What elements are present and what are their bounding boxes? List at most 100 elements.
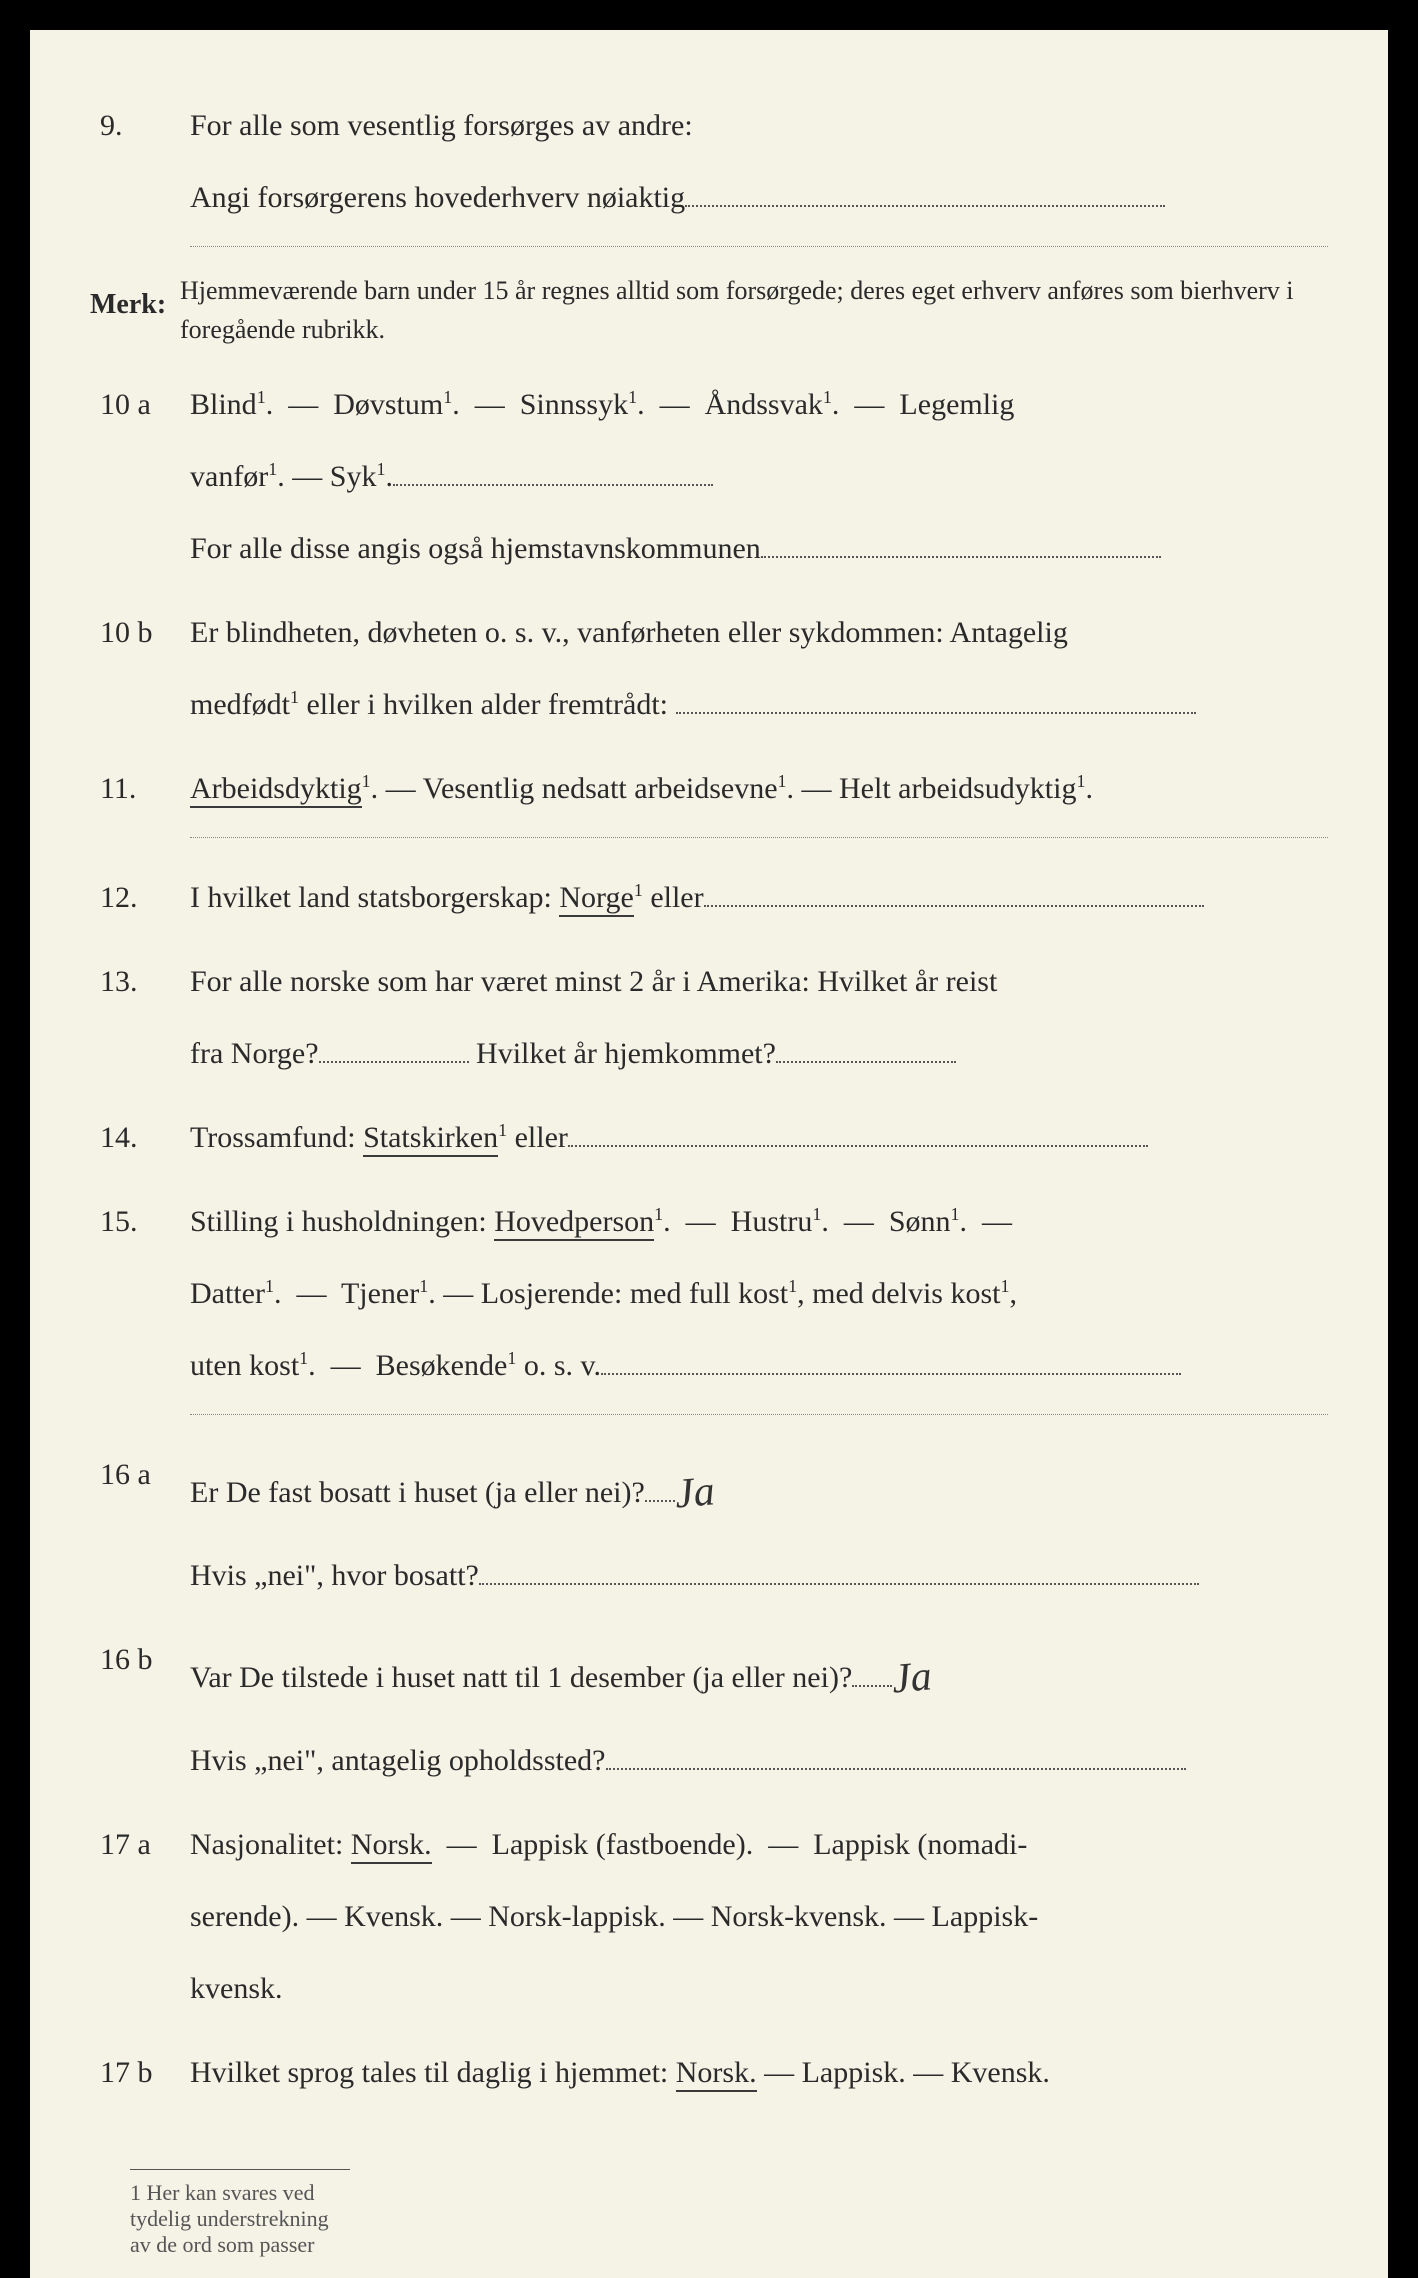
fill-line bbox=[852, 1685, 892, 1687]
q10a-dovstum: Døvstum bbox=[333, 388, 443, 421]
q12-text: I hvilket land statsborgerskap: bbox=[190, 881, 559, 914]
q17b-number: 17 b bbox=[90, 2037, 190, 2109]
q10a-line3: For alle disse angis også hjemstavnskomm… bbox=[190, 532, 761, 565]
fill-line bbox=[676, 712, 1196, 714]
q11-content: Arbeidsdyktig1. — Vesentlig nedsatt arbe… bbox=[190, 753, 1328, 825]
question-17b: 17 b Hvilket sprog tales til daglig i hj… bbox=[90, 2037, 1328, 2109]
q15-number: 15. bbox=[90, 1186, 190, 1258]
fill-line bbox=[568, 1145, 1148, 1147]
question-10a: 10 a Blind1. — Døvstum1. — Sinnssyk1. — … bbox=[90, 369, 1328, 585]
q12-number: 12. bbox=[90, 862, 190, 934]
q9-number: 9. bbox=[90, 90, 190, 162]
q16a-content: Er De fast bosatt i huset (ja eller nei)… bbox=[190, 1439, 1328, 1612]
q17b-pre: Hvilket sprog tales til daglig i hjemmet… bbox=[190, 2056, 676, 2089]
q16b-number: 16 b bbox=[90, 1624, 190, 1696]
q16a-number: 16 a bbox=[90, 1439, 190, 1511]
q11-nedsatt: Vesentlig nedsatt arbeidsevne bbox=[423, 772, 778, 805]
merk-text: Hjemmeværende barn under 15 år regnes al… bbox=[180, 271, 1328, 349]
q14-number: 14. bbox=[90, 1102, 190, 1174]
divider bbox=[190, 837, 1328, 838]
q16b-handwritten-ja: Ja bbox=[888, 1626, 936, 1730]
q17a-pre: Nasjonalitet: bbox=[190, 1828, 351, 1861]
q17b-norsk: Norsk. bbox=[676, 2056, 757, 2092]
question-14: 14. Trossamfund: Statskirken1 eller bbox=[90, 1102, 1328, 1174]
q17b-content: Hvilket sprog tales til daglig i hjemmet… bbox=[190, 2037, 1328, 2109]
question-11: 11. Arbeidsdyktig1. — Vesentlig nedsatt … bbox=[90, 753, 1328, 825]
q16b-line1: Var De tilstede i huset natt til 1 desem… bbox=[190, 1661, 852, 1694]
fill-line bbox=[776, 1061, 956, 1063]
q16b-line2: Hvis „nei", antagelig opholdssted? bbox=[190, 1744, 606, 1777]
q14-eller: eller bbox=[507, 1121, 568, 1154]
q11-udyktig: Helt arbeidsudyktig bbox=[839, 772, 1076, 805]
q15-losjerende: Losjerende: med full kost bbox=[481, 1277, 788, 1310]
question-17a: 17 a Nasjonalitet: Norsk. — Lappisk (fas… bbox=[90, 1809, 1328, 2025]
q14-content: Trossamfund: Statskirken1 eller bbox=[190, 1102, 1328, 1174]
q10b-number: 10 b bbox=[90, 597, 190, 669]
q10a-sinnssyk: Sinnssyk bbox=[520, 388, 628, 421]
question-13: 13. For alle norske som har været minst … bbox=[90, 946, 1328, 1090]
q13-line2a: fra Norge? bbox=[190, 1037, 319, 1070]
question-10b: 10 b Er blindheten, døvheten o. s. v., v… bbox=[90, 597, 1328, 741]
q10a-vanfor: vanfør bbox=[190, 460, 268, 493]
q10b-medfodt: medfødt bbox=[190, 688, 290, 721]
q10a-number: 10 a bbox=[90, 369, 190, 441]
q15-hovedperson: Hovedperson bbox=[494, 1205, 654, 1241]
q13-content: For alle norske som har været minst 2 år… bbox=[190, 946, 1328, 1090]
q10b-line1: Er blindheten, døvheten o. s. v., vanfør… bbox=[190, 616, 1068, 649]
q15-besokende: Besøkende bbox=[376, 1349, 508, 1382]
q12-norge: Norge bbox=[559, 881, 633, 917]
q15-osv: o. s. v. bbox=[516, 1349, 601, 1382]
q10a-blind: Blind bbox=[190, 388, 257, 421]
q13-line2b: Hvilket år hjemkommet? bbox=[476, 1037, 776, 1070]
q15-delvis: , med delvis kost bbox=[797, 1277, 1000, 1310]
q11-arbeidsdyktig: Arbeidsdyktig bbox=[190, 772, 362, 808]
q15-tjener: Tjener bbox=[341, 1277, 419, 1310]
document-page: 9. For alle som vesentlig forsørges av a… bbox=[30, 30, 1388, 2278]
q12-content: I hvilket land statsborgerskap: Norge1 e… bbox=[190, 862, 1328, 934]
q10b-line2b: eller i hvilken alder fremtrådt: bbox=[299, 688, 668, 721]
q16a-line1: Er De fast bosatt i huset (ja eller nei)… bbox=[190, 1476, 645, 1509]
q16a-handwritten-ja: Ja bbox=[671, 1441, 719, 1545]
q14-text: Trossamfund: bbox=[190, 1121, 363, 1154]
q17a-content: Nasjonalitet: Norsk. — Lappisk (fastboen… bbox=[190, 1809, 1328, 2025]
q17a-lappisk-fast: Lappisk (fastboende). bbox=[492, 1828, 754, 1861]
q17b-rest: — Lappisk. — Kvensk. bbox=[757, 2056, 1050, 2089]
footnote: 1 Her kan svares ved tydelig understrekn… bbox=[130, 2169, 350, 2258]
q9-content: For alle som vesentlig forsørges av andr… bbox=[190, 90, 1328, 234]
q13-number: 13. bbox=[90, 946, 190, 1018]
question-9: 9. For alle som vesentlig forsørges av a… bbox=[90, 90, 1328, 234]
fill-line bbox=[319, 1061, 469, 1063]
q17a-line3: kvensk. bbox=[190, 1972, 283, 2005]
question-16b: 16 b Var De tilstede i huset natt til 1 … bbox=[90, 1624, 1328, 1797]
q12-eller: eller bbox=[643, 881, 704, 914]
q14-statskirken: Statskirken bbox=[363, 1121, 498, 1157]
fill-line bbox=[761, 556, 1161, 558]
fill-line bbox=[645, 1500, 675, 1502]
q10a-content: Blind1. — Døvstum1. — Sinnssyk1. — Åndss… bbox=[190, 369, 1328, 585]
merk-label: Merk: bbox=[90, 271, 180, 338]
fill-line bbox=[479, 1583, 1199, 1585]
fill-line bbox=[704, 905, 1204, 907]
q9-line1: For alle som vesentlig forsørges av andr… bbox=[190, 109, 693, 142]
q17a-line2: serende). — Kvensk. — Norsk-lappisk. — N… bbox=[190, 1900, 1038, 1933]
divider bbox=[190, 1414, 1328, 1415]
fill-line bbox=[606, 1768, 1186, 1770]
question-12: 12. I hvilket land statsborgerskap: Norg… bbox=[90, 862, 1328, 934]
q16b-content: Var De tilstede i huset natt til 1 desem… bbox=[190, 1624, 1328, 1797]
divider bbox=[190, 246, 1328, 247]
question-16a: 16 a Er De fast bosatt i huset (ja eller… bbox=[90, 1439, 1328, 1612]
q15-pre: Stilling i husholdningen: bbox=[190, 1205, 494, 1238]
q17a-norsk: Norsk. bbox=[351, 1828, 432, 1864]
fill-line bbox=[685, 205, 1165, 207]
q10a-andssvak: Åndssvak bbox=[705, 388, 823, 421]
q10a-legemlig: Legemlig bbox=[899, 388, 1014, 421]
q11-number: 11. bbox=[90, 753, 190, 825]
q17a-lappisk-nomad: Lappisk (nomadi- bbox=[813, 1828, 1027, 1861]
q15-uten: uten kost bbox=[190, 1349, 299, 1382]
merk-note: Merk: Hjemmeværende barn under 15 år reg… bbox=[90, 271, 1328, 349]
fill-line bbox=[393, 484, 713, 486]
q9-line2: Angi forsørgerens hovederhverv nøiaktig bbox=[190, 181, 685, 214]
q13-line1: For alle norske som har været minst 2 år… bbox=[190, 965, 997, 998]
q10b-content: Er blindheten, døvheten o. s. v., vanfør… bbox=[190, 597, 1328, 741]
q15-hustru: Hustru bbox=[731, 1205, 813, 1238]
